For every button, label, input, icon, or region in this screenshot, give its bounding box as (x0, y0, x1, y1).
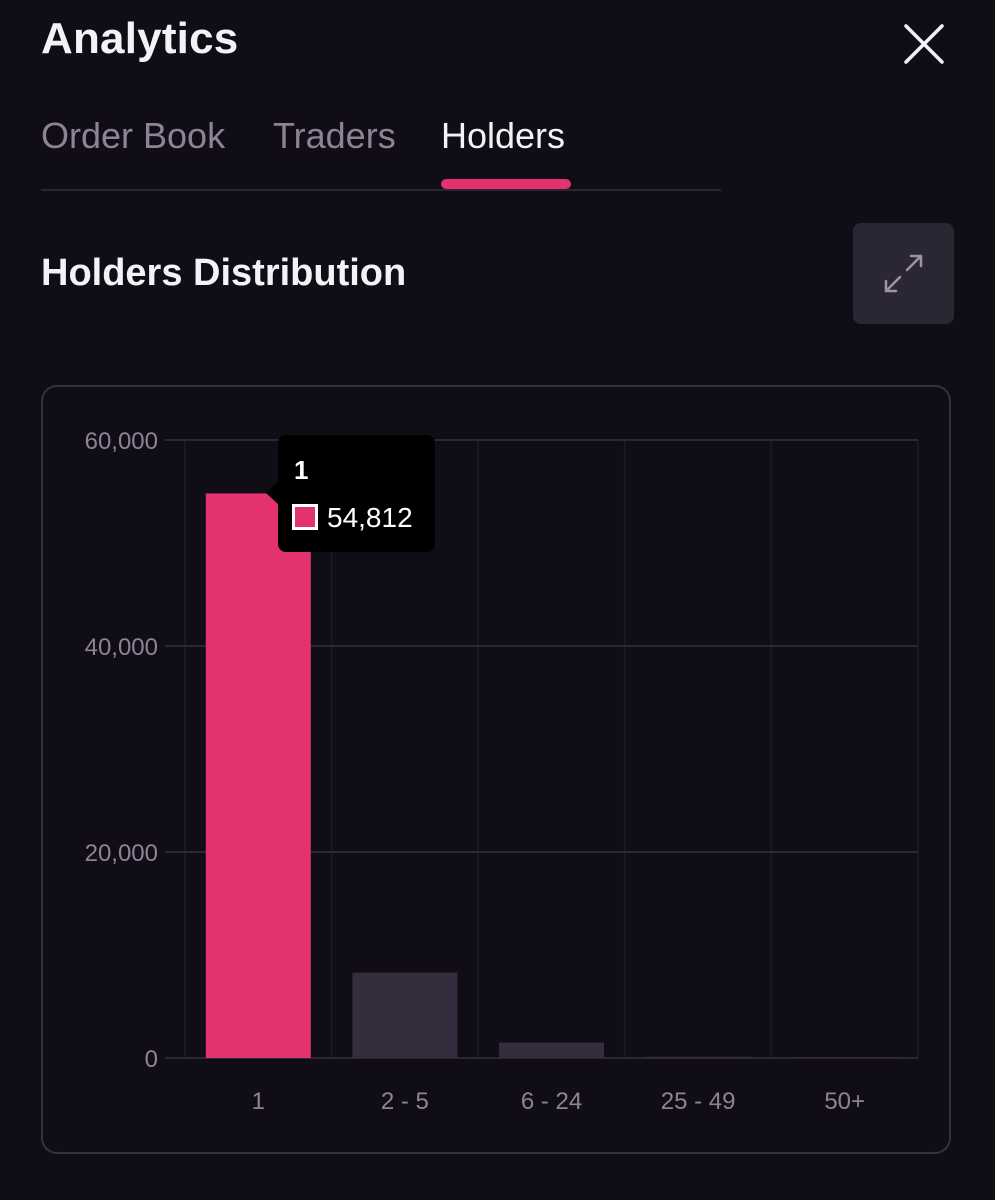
x-tick-label: 25 - 49 (661, 1088, 736, 1115)
tooltip-swatch (292, 504, 318, 530)
x-tick-label: 50+ (824, 1088, 865, 1115)
bar-3 (645, 1056, 751, 1058)
chart-tooltip: 1 54,812 (278, 435, 435, 552)
x-tick-label: 1 (252, 1088, 265, 1115)
expand-arrows-icon (884, 254, 923, 293)
y-tick-label: 40,000 (85, 634, 158, 661)
tooltip-arrow (266, 480, 280, 506)
y-tick-label: 20,000 (85, 840, 158, 867)
active-tab-indicator (441, 179, 571, 189)
tab-holders[interactable]: Holders (441, 115, 566, 156)
tab-traders[interactable]: Traders (273, 115, 396, 156)
y-tick-label: 60,000 (85, 428, 158, 455)
x-tick-label: 6 - 24 (521, 1088, 582, 1115)
close-button[interactable] (894, 14, 954, 74)
x-tick-label: 2 - 5 (381, 1088, 429, 1115)
section-title: Holders Distribution (41, 252, 407, 294)
bar-2 (499, 1042, 604, 1058)
tabs-divider (41, 189, 721, 191)
tooltip-title: 1 (294, 455, 309, 485)
chart-card (41, 385, 951, 1154)
close-icon (904, 24, 944, 64)
tab-bar: Order Book Traders Holders (41, 115, 721, 191)
expand-button[interactable] (853, 223, 954, 324)
tab-order-book[interactable]: Order Book (41, 115, 226, 156)
bar-4 (792, 1057, 898, 1058)
y-tick-label: 0 (145, 1046, 158, 1073)
tooltip-value: 54,812 (327, 502, 413, 533)
page-title: Analytics (41, 14, 239, 63)
bar-0 (205, 493, 311, 1058)
bar-1 (352, 972, 458, 1058)
